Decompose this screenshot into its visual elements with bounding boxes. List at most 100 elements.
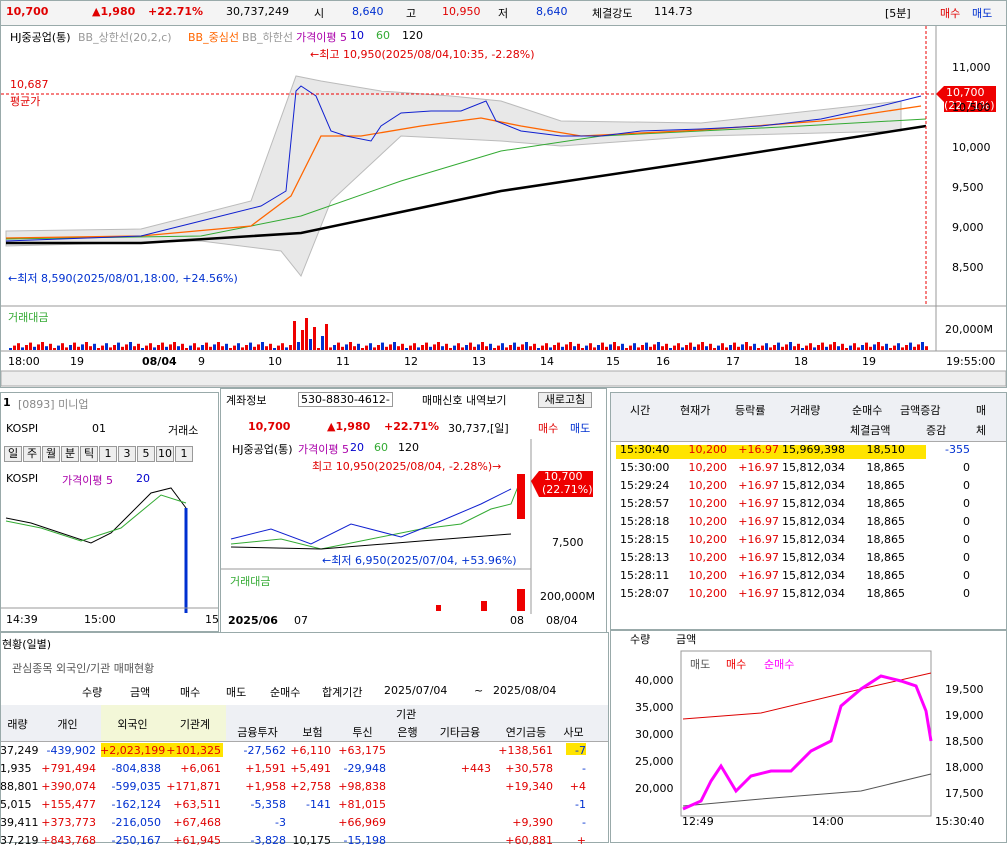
label: +67,468 <box>173 816 221 829</box>
investor-panel <box>0 632 609 843</box>
volume-bar <box>697 344 700 350</box>
volume-bar <box>69 345 72 350</box>
volume-bar <box>861 345 864 350</box>
label[interactable]: 월 <box>42 446 60 462</box>
volume-bar <box>645 342 648 350</box>
label: 2025/07/04 <box>384 684 448 697</box>
volume-bar <box>189 345 192 350</box>
label: 거래대금 <box>230 575 271 588</box>
label: 금액 <box>676 633 697 646</box>
volume-bar <box>685 345 688 350</box>
label: 30,737,249 <box>226 5 289 18</box>
volume-bar <box>437 342 440 350</box>
volume-bar <box>197 347 200 350</box>
volume-bar <box>541 345 544 350</box>
volume-bar <box>557 342 560 350</box>
label[interactable]: 새로고침 <box>538 392 592 408</box>
volume-bar <box>781 346 784 350</box>
label: KOSPI <box>6 422 39 435</box>
label: 10,950 <box>442 5 481 18</box>
volume-bar <box>389 344 392 350</box>
label: 15:30:00 <box>620 461 670 474</box>
label: +16.97 <box>738 587 779 600</box>
volume-bar <box>737 346 740 350</box>
volume-bar <box>497 345 500 350</box>
volume-bar <box>333 345 336 350</box>
label[interactable]: 3 <box>118 446 136 462</box>
label[interactable]: 1 <box>175 446 193 462</box>
label: 매수 <box>940 7 961 20</box>
volume-bar <box>429 346 432 350</box>
label: 19,000 <box>945 709 984 722</box>
volume-bar <box>125 344 128 350</box>
label[interactable]: 틱 <box>80 446 98 462</box>
label: 체 <box>976 424 987 437</box>
label[interactable]: 주 <box>23 446 41 462</box>
label: 외국인 <box>117 718 148 731</box>
volume-bar <box>877 342 880 350</box>
label: 0 <box>963 461 970 474</box>
label: 순매수 <box>852 404 883 417</box>
label: 8,500 <box>952 261 984 274</box>
label: +63,511 <box>173 798 221 811</box>
volume-bar <box>701 342 704 350</box>
label: HJ중공업(통) <box>10 31 71 44</box>
label: 수량 <box>82 686 103 699</box>
volume-bar <box>549 347 552 350</box>
label[interactable]: 10 <box>156 446 174 462</box>
volume-bar <box>669 348 672 350</box>
volume-bar <box>625 348 628 350</box>
volume-bar <box>509 345 512 350</box>
label: 10 <box>268 355 282 368</box>
volume-bar <box>381 342 384 350</box>
label[interactable]: 일 <box>4 446 22 462</box>
label: 거래량 <box>790 404 821 417</box>
label: 01 <box>92 422 106 435</box>
volume-bar <box>821 342 824 350</box>
volume-bar <box>277 345 280 350</box>
volume-bar <box>713 348 716 350</box>
label: 10,200 <box>688 461 728 474</box>
volume-bar <box>173 342 176 350</box>
label: +1,958 <box>245 780 286 793</box>
label: 5,015 <box>0 798 32 811</box>
main-chart <box>1 26 1006 387</box>
volume-bar <box>601 342 604 350</box>
label: 30,737,[일] <box>448 422 509 435</box>
volume-bar <box>761 345 764 350</box>
label: 10,200 <box>688 569 728 582</box>
label: 19 <box>862 355 876 368</box>
volume-bar <box>453 345 456 350</box>
label: +63,175 <box>338 744 386 757</box>
label: 15,969,398 <box>782 443 845 456</box>
label: 15:29:24 <box>620 479 670 492</box>
label: 15:28:15 <box>620 533 670 546</box>
volume-bar <box>213 344 216 350</box>
volume-bar <box>369 343 372 350</box>
label: 88,801 <box>0 780 39 793</box>
label: 증감 <box>926 424 947 437</box>
volume-bar <box>809 343 812 350</box>
label: +16.97 <box>738 515 779 528</box>
label[interactable]: 분 <box>61 446 79 462</box>
label: 16 <box>656 355 670 368</box>
volume-bar <box>153 347 156 350</box>
label: 15 <box>205 613 219 626</box>
volume-bar <box>341 346 344 350</box>
label[interactable]: 5 <box>137 446 155 462</box>
label: 15,812,034 <box>782 569 845 582</box>
volume-bar <box>25 345 28 350</box>
label: 매도 <box>690 658 711 671</box>
label: +5,491 <box>290 762 331 775</box>
volume-bar <box>693 346 696 350</box>
label[interactable]: 1 <box>99 446 117 462</box>
label: 18,865 <box>866 461 906 474</box>
label: 10 <box>350 29 364 42</box>
volume-bar <box>629 345 632 350</box>
label: 기관계 <box>179 718 211 731</box>
volume-bar <box>609 344 612 350</box>
volume-bar <box>345 344 348 350</box>
label: 10,200 <box>688 443 728 456</box>
label: 사모 <box>563 726 584 739</box>
label: +101,325 <box>166 744 221 757</box>
